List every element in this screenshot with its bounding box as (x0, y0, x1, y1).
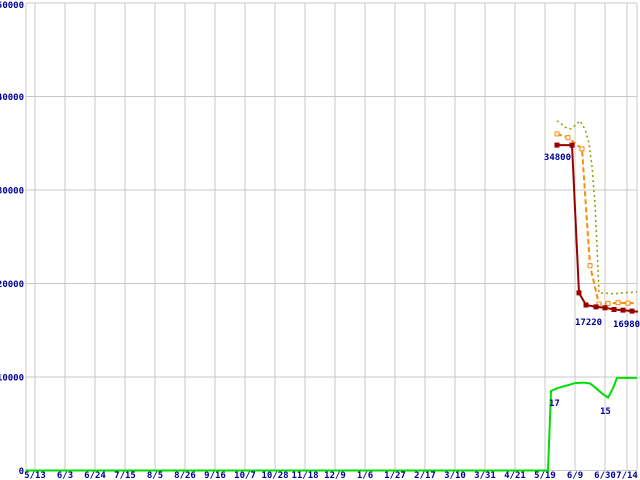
red-solid-series-marker (583, 302, 589, 308)
value-annotation: 15 (600, 407, 611, 417)
x-tick-label: 6/3 (57, 471, 73, 480)
red-solid-series-line (557, 144, 639, 313)
x-tick-label: 6/9 (567, 471, 583, 480)
x-tick-label: 7/14 (616, 471, 638, 480)
x-tick-label: 10/7 (234, 471, 256, 480)
red-solid-series-marker (611, 306, 617, 312)
red-solid-series-marker (629, 308, 635, 314)
y-tick-label: 20000 (0, 280, 24, 290)
x-tick-label: 11/18 (291, 471, 318, 480)
red-solid-series-marker (554, 142, 560, 148)
orange-dashed-series-marker (554, 131, 560, 137)
orange-dashed-series-marker (625, 300, 631, 306)
x-tick-label: 4/21 (504, 471, 526, 480)
orange-dashed-series-marker (579, 146, 585, 152)
orange-dashed-series-marker (565, 135, 571, 141)
x-tick-label: 8/26 (174, 471, 196, 480)
x-tick-label: 1/6 (357, 471, 373, 480)
y-tick-label: 10000 (0, 374, 24, 384)
value-annotation: 34800 (544, 153, 571, 163)
x-tick-label: 7/15 (114, 471, 136, 480)
x-axis-tick-labels: 5/13 6/3 6/24 7/15 8/5 8/26 9/16 10/7 10/28 11/18… (24, 471, 638, 480)
orange-dashed-series-marker (587, 263, 593, 269)
x-tick-label: 9/16 (204, 471, 226, 480)
orange-dashed-series-marker (596, 301, 602, 307)
orange-dashed-series-marker (615, 300, 621, 306)
x-tick-label: 5/13 (24, 471, 46, 480)
red-solid-series-marker (569, 142, 575, 148)
value-annotation: 17220 (575, 318, 602, 328)
x-tick-label: 2/17 (414, 471, 436, 480)
x-tick-label: 1/27 (384, 471, 406, 480)
y-tick-label: 40000 (0, 93, 24, 103)
x-tick-label: 5/19 (534, 471, 556, 480)
red-solid-series-marker (602, 305, 608, 311)
value-annotation: 16980 (613, 320, 640, 330)
x-tick-label: 3/10 (444, 471, 466, 480)
y-tick-label: 50000 (0, 1, 24, 11)
x-tick-label: 3/31 (474, 471, 496, 480)
y-axis-tick-labels: 0 10000 20000 30000 40000 50000 (0, 1, 24, 477)
data-point-labels: 34800 17220 16980 17 15 (544, 153, 640, 417)
x-tick-label: 6/24 (84, 471, 106, 480)
x-tick-label: 8/5 (147, 471, 163, 480)
red-solid-series-marker (576, 290, 582, 296)
series-lines (26, 119, 639, 472)
value-annotation: 17 (549, 399, 560, 409)
red-solid-series-marker (620, 307, 626, 313)
green-solid-series-line (26, 376, 637, 472)
red-solid-series-marker (593, 304, 599, 310)
gridlines (25, 2, 638, 471)
x-tick-label: 10/28 (261, 471, 288, 480)
y-tick-label: 30000 (0, 187, 24, 197)
x-tick-label: 6/30 (594, 471, 616, 480)
y-tick-label: 0 (19, 467, 24, 477)
olive-dotted-series-line (556, 119, 638, 295)
orange-dashed-series-marker (605, 301, 611, 307)
x-tick-label: 12/9 (324, 471, 346, 480)
